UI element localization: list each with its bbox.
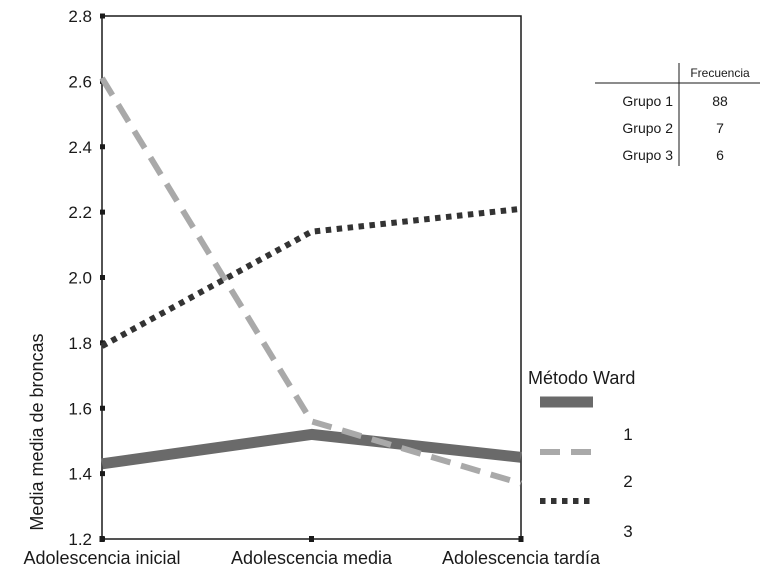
y-tick-label: 2.4	[68, 138, 92, 157]
series-1-line	[101, 428, 522, 470]
x-tick	[99, 536, 105, 542]
legend-title: Método Ward	[528, 368, 635, 388]
legend-label-2: 2	[623, 472, 632, 491]
frequency-table: Frecuencia Grupo 1 88 Grupo 2 7 Grupo 3 …	[595, 63, 760, 166]
series-lines	[99, 76, 522, 487]
x-tick	[518, 536, 524, 542]
legend-label-1: 1	[623, 425, 632, 444]
legend-label-3: 3	[623, 522, 632, 541]
x-tick-label: Adolescencia tardía	[442, 548, 601, 568]
y-axis-label: Media media de broncas	[27, 333, 47, 530]
x-tick-label: Adolescencia media	[231, 548, 393, 568]
y-tick-label: 1.8	[68, 334, 92, 353]
y-tick	[100, 144, 105, 150]
x-tick-label: Adolescencia inicial	[23, 548, 180, 568]
y-tick-label: 2.6	[68, 72, 92, 91]
series-2-line	[99, 76, 522, 487]
table-row-value: 7	[716, 120, 724, 136]
plot-frame	[101, 15, 522, 540]
y-tick	[100, 209, 105, 215]
y-tick-label: 2.0	[68, 269, 92, 288]
x-tick	[309, 536, 314, 542]
table-row-value: 6	[716, 147, 724, 163]
legend: Método Ward 1 2 3	[528, 368, 635, 541]
table-header: Frecuencia	[690, 66, 750, 80]
y-tick-label: 1.4	[68, 465, 92, 484]
table-row-label: Grupo 1	[622, 93, 673, 109]
axes: 1.2 1.4 1.6 1.8 2.0 2.2 2.4 2.6 2.8 Adolescencia …	[23, 7, 601, 568]
y-tick	[100, 471, 105, 477]
table-row-label: Grupo 3	[622, 147, 673, 163]
y-tick-label: 2.8	[68, 7, 92, 26]
y-tick-label: 1.2	[68, 530, 92, 549]
table-row-value: 88	[712, 93, 728, 109]
y-tick	[100, 405, 105, 411]
y-tick-label: 1.6	[68, 399, 92, 418]
table-row-label: Grupo 2	[622, 120, 673, 136]
y-tick-label: 2.2	[68, 203, 92, 222]
series-3-line	[100, 205, 522, 349]
y-tick	[100, 275, 105, 280]
y-tick	[100, 13, 105, 19]
